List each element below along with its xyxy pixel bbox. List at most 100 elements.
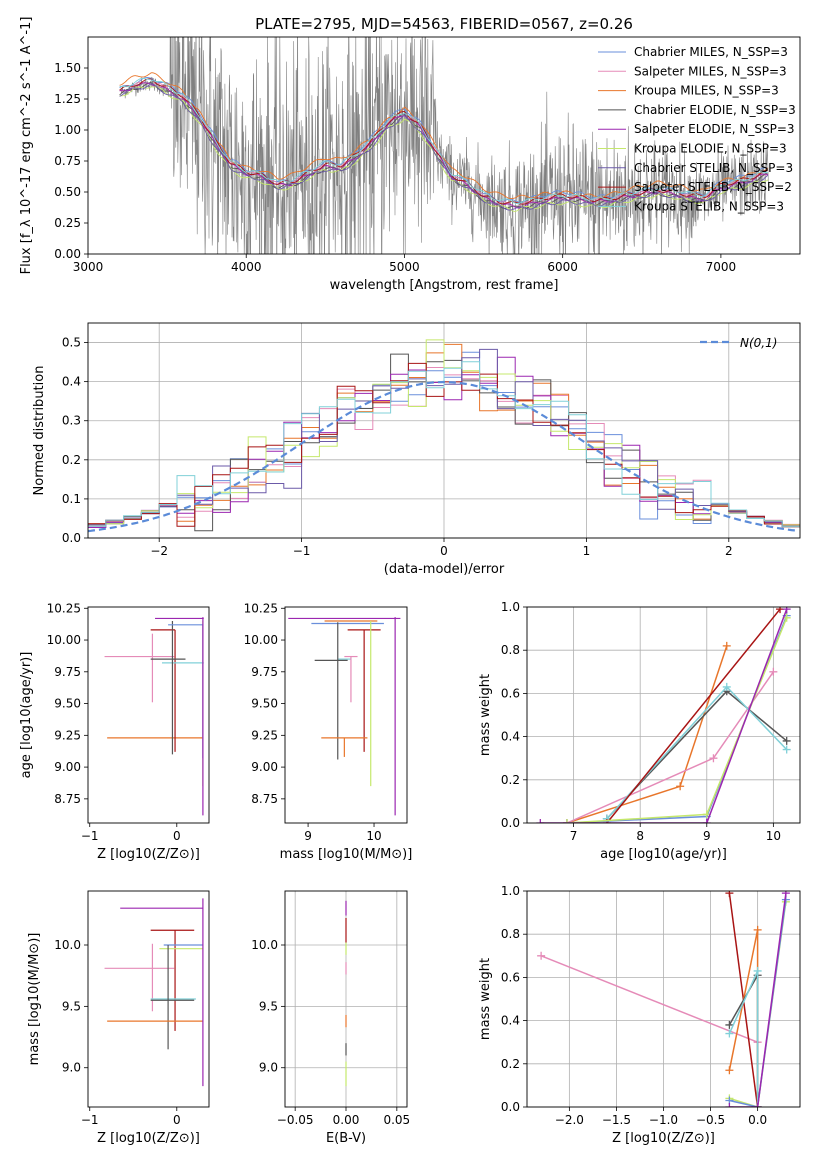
series-marker [782,745,791,754]
y-axis-label: mass weight [478,674,493,756]
series-salpeter-elodie [536,607,791,823]
series-marker [562,819,571,823]
series-line [540,955,758,1043]
axes-frame [87,322,801,539]
y-tick-label: 0.4 [62,375,81,389]
y-tick-label: 10.0 [54,938,81,952]
legend-entry: Salpeter STELIB, N_SSP=2 [634,180,792,194]
series-marker [769,667,778,676]
errorbar-point [321,737,368,757]
x-tick-label: 9 [304,829,312,843]
x-tick-label: 10 [766,829,781,843]
x-tick-label: 0.0 [748,1113,767,1127]
series-line [728,970,759,1107]
panel-age-vs-Z: −1 0 8.75 9.00 9.25 9.50 9.75 10.00 10.25 Z [log1… [19,601,210,862]
x-axis-label: E(B-V) [326,1131,366,1146]
series-marker [702,819,711,823]
x-axis-label: mass [log10(M/M⊙)] [280,847,413,862]
errorbar-point [150,929,195,1031]
y-tick-label: 0.25 [54,216,81,230]
y-tick-label: 1.0 [501,884,520,898]
y-tick-label: 0.00 [54,247,81,261]
x-tick-label: 6000 [547,260,578,274]
errorbar-point [314,622,348,760]
y-tick-label: 1.0 [501,600,520,614]
series-marker [537,951,546,960]
x-axis-label: Z [log10(Z/Z⊙)] [97,847,200,862]
legend-entry: Kroupa ELODIE, N_SSP=3 [634,142,787,156]
y-tick-label: 0.75 [54,154,81,168]
y-tick-label: 0.0 [62,531,81,545]
legend-entry: Chabrier MILES, N_SSP=3 [634,45,788,59]
y-tick-label: 9.0 [259,1061,278,1075]
plot-area [88,339,800,538]
x-tick-label: −1 [293,544,311,558]
series-marker [753,966,762,975]
x-tick-label: 0 [440,544,448,558]
y-tick-label: 0.4 [501,730,520,744]
errorbar-point [150,629,176,752]
normal-reference-curve [88,380,798,533]
errorbar-point [344,655,358,703]
panel-residuals: −2 −1 0 1 2 0.0 0.1 0.2 0.3 0.4 0.5 (data-model)/er… [32,322,801,577]
y-tick-label: 0.8 [501,643,520,657]
y-tick-label: 0.6 [501,686,520,700]
x-axis-label: Z [log10(Z/Z⊙)] [612,1131,715,1146]
x-tick-label: −0.05 [277,1113,314,1127]
y-tick-label: 9.00 [54,760,81,774]
y-axis-label: mass [log10(M/M⊙)] [27,933,42,1066]
y-tick-label: 0.8 [501,927,520,941]
axes-frame [87,36,801,255]
y-tick-label: 9.5 [62,999,81,1013]
series-salpeter-elodie [725,891,790,1107]
y-tick-label: 0.4 [501,1014,520,1028]
y-tick-label: 10.25 [244,601,278,615]
series-marker [782,736,791,745]
panel-mass-vs-EBV: −0.05 0.00 0.05 9.0 9.5 10.0 E(B-V) [251,890,410,1146]
series-marker [709,754,718,763]
series-marker [782,607,791,614]
x-axis-label: Z [log10(Z/Z⊙)] [97,1131,200,1146]
plot-area [104,617,204,816]
series-marker [722,641,731,650]
series-marker [676,782,685,791]
model-line-kroupa-stelib [119,77,769,205]
y-tick-label: 9.00 [251,760,278,774]
y-tick-label: 0.2 [62,453,81,467]
data-spectrum-line [120,37,769,254]
y-tick-label: 9.75 [251,665,278,679]
x-tick-label: 5000 [389,260,420,274]
series-marker [753,925,762,934]
series-chabrier-miles [562,611,791,823]
grid [527,890,800,1108]
series-line [566,617,788,823]
series-salpeter-miles [562,667,778,823]
x-tick-label: 10 [366,829,381,843]
x-tick-label: 3000 [73,260,104,274]
y-tick-label: 0.2 [501,773,520,787]
y-tick-label: 0.6 [501,970,520,984]
series-line [566,615,788,823]
axes-frame [526,606,801,824]
series-marker [781,891,790,898]
series-marker [725,1066,734,1075]
x-tick-label: −1.5 [602,1113,631,1127]
legend-entry: Salpeter ELODIE, N_SSP=3 [634,122,795,136]
x-tick-label: 0 [173,1113,181,1127]
panel-weight-vs-Z: −2.0 −1.5 −1.0 −0.5 0.0 0.0 0.2 0.4 0.6 0.8 1.0 Z [… [478,884,801,1146]
series-marker [725,1020,734,1029]
y-tick-label: 8.75 [251,792,278,806]
y-tick-label: 0.5 [62,336,81,350]
y-tick-label: 9.25 [54,728,81,742]
y-tick-label: 0.0 [501,1100,520,1114]
x-tick-label: −0.5 [696,1113,725,1127]
y-tick-label: 0.3 [62,414,81,428]
histogram-kroupa-stelib [88,361,800,538]
axes-frame [284,890,408,1108]
y-tick-label: 0.50 [54,185,81,199]
series-salpeter-miles [537,951,762,1047]
axes-frame [284,606,408,824]
series-line [566,645,728,823]
y-tick-label: 10.0 [251,938,278,952]
